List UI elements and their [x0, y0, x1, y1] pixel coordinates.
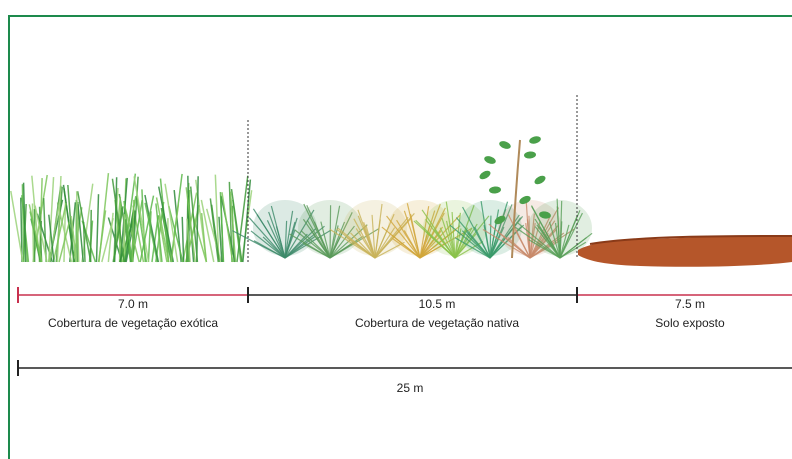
segment-label: Cobertura de vegetação exótica — [48, 316, 218, 330]
diagram: 7.0 m Cobertura de vegetação exótica 10.… — [0, 0, 792, 459]
segment-length: 7.5 m — [675, 297, 705, 311]
grass-blade — [91, 210, 92, 262]
native-blade — [330, 205, 331, 258]
total-length: 25 m — [397, 381, 424, 395]
grass-blade — [124, 214, 125, 262]
segment-label: Cobertura de vegetação nativa — [355, 316, 519, 330]
segment-length: 7.0 m — [118, 297, 148, 311]
grass-blade — [32, 204, 33, 262]
segment-length: 10.5 m — [419, 297, 456, 311]
segment-label: Solo exposto — [655, 316, 725, 330]
